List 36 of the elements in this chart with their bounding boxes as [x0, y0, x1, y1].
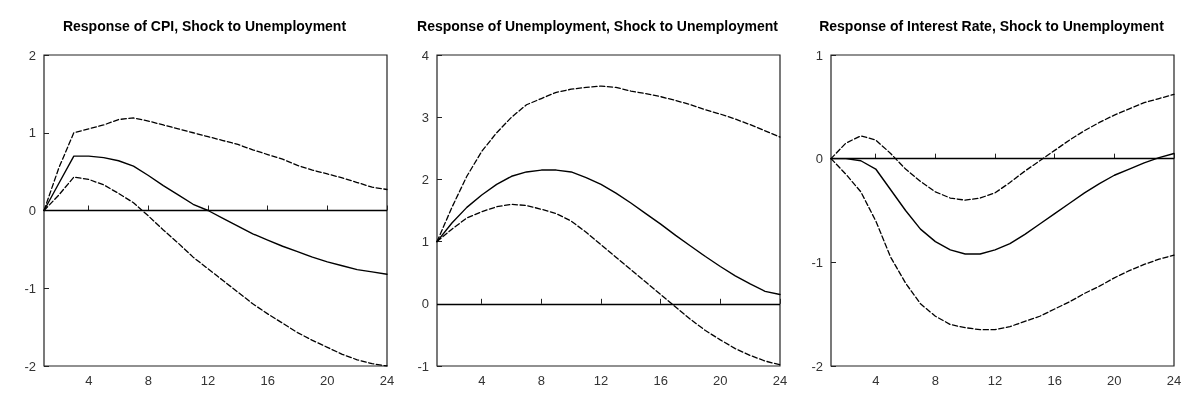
x-tick-label: 8	[538, 373, 546, 388]
y-tick-label: -1	[811, 254, 823, 270]
x-tick-label: 4	[871, 373, 880, 388]
x-tick-label: 12	[594, 373, 609, 388]
x-tick-label: 12	[200, 373, 216, 388]
x-tick-label: 16	[260, 373, 275, 388]
y-tick-label: 1	[28, 125, 36, 141]
y-tick-label: 0	[28, 203, 36, 218]
y-tick-label: 2	[422, 171, 430, 187]
x-tick-label: 24	[1166, 373, 1181, 388]
x-tick-label: 20	[1106, 373, 1122, 388]
x-tick-label: 4	[85, 373, 93, 388]
x-tick-label: 24	[379, 373, 395, 388]
x-tick-label: 20	[713, 373, 728, 388]
y-tick-label: -1	[24, 280, 36, 296]
x-tick-label: 16	[653, 373, 669, 388]
chart-title: Response of CPI, Shock to Unemployment	[62, 18, 347, 34]
x-tick-label: 4	[478, 373, 486, 388]
y-tick-label: 2	[28, 47, 36, 63]
y-tick-label: 0	[422, 296, 430, 312]
x-tick-label: 16	[1047, 373, 1062, 388]
x-tick-label: 8	[144, 373, 153, 388]
y-tick-label: 4	[422, 47, 430, 63]
chart-title: Response of Interest Rate, Shock to Unemployment	[818, 18, 1164, 34]
y-tick-label: -1	[417, 358, 430, 374]
x-tick-label: 20	[320, 373, 335, 388]
chart-title: Response of Unemployment, Shock to Unemployment	[417, 18, 779, 34]
y-tick-label: -2	[24, 358, 36, 374]
x-tick-label: 24	[773, 373, 788, 388]
y-tick-label: 1	[422, 234, 430, 250]
y-tick-label: 3	[422, 109, 430, 125]
y-tick-label: 1	[815, 47, 823, 63]
y-tick-label: 0	[815, 151, 823, 167]
x-tick-label: 12	[987, 373, 1002, 388]
x-tick-label: 8	[931, 373, 939, 388]
y-tick-label: -2	[811, 358, 823, 374]
